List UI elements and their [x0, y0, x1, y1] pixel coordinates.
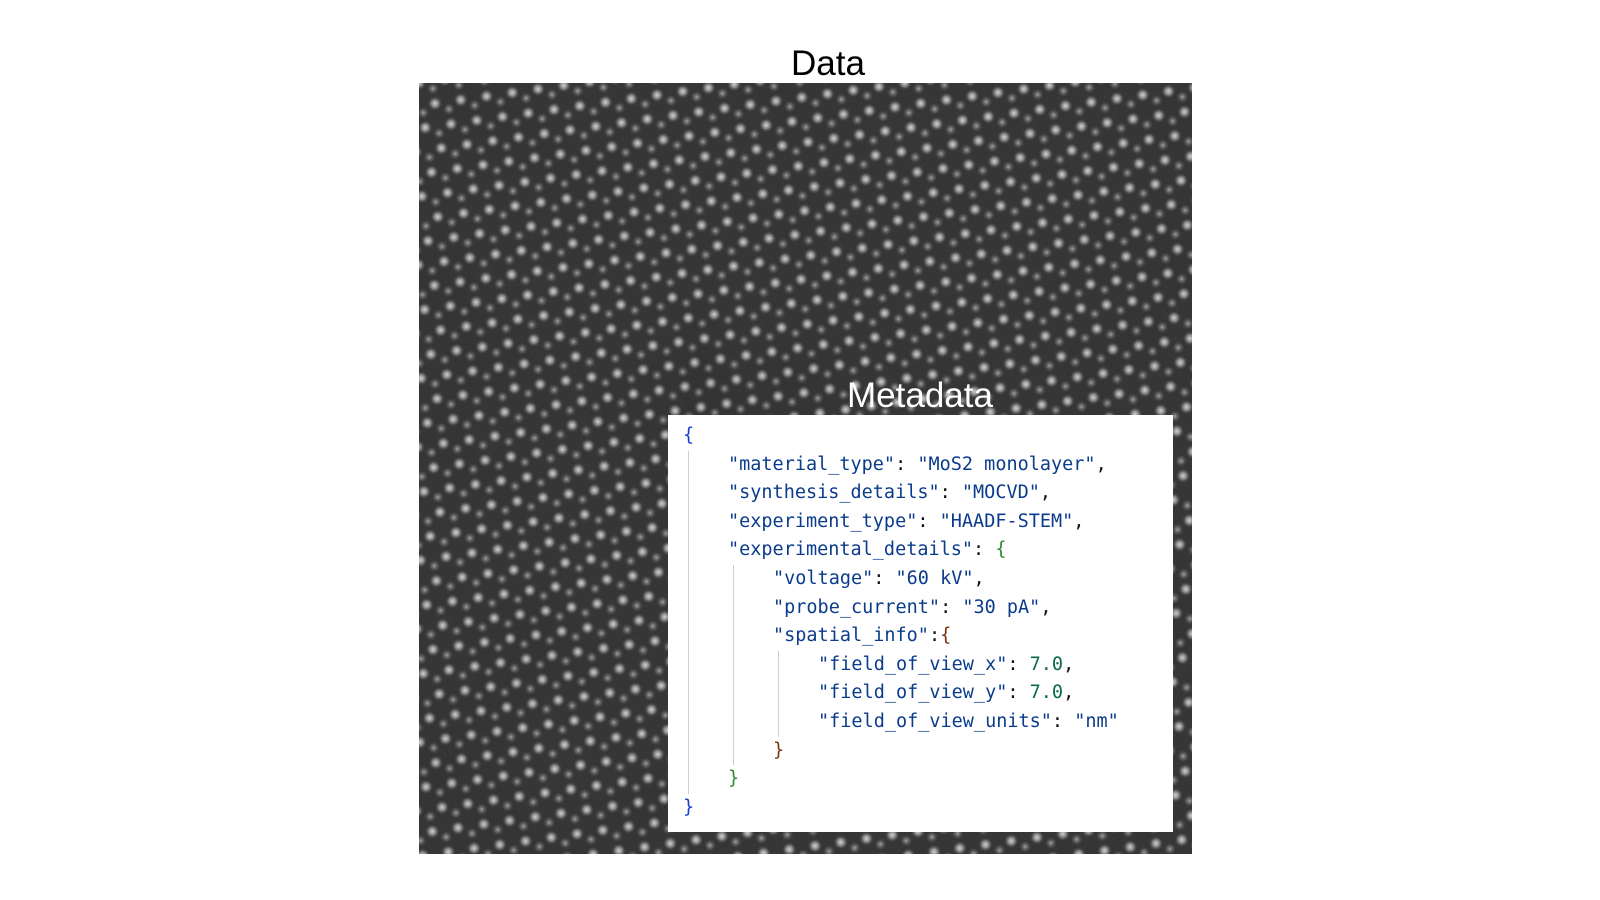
- code-token: :: [939, 482, 962, 504]
- code-token: :: [928, 625, 941, 647]
- code-token: "MOCVD": [961, 482, 1040, 504]
- code-token: }: [683, 796, 695, 818]
- code-token: :: [1007, 653, 1030, 675]
- code-token: "experiment_type": [728, 510, 918, 532]
- indent-guide: [778, 650, 779, 737]
- code-line: "field_of_view_y": 7.0,: [818, 679, 1074, 708]
- code-token: :: [1051, 711, 1075, 732]
- code-token: "field_of_view_y": [818, 682, 1008, 704]
- code-token: }: [728, 768, 740, 790]
- code-token: ,: [1063, 682, 1075, 704]
- code-token: "field_of_view_units": [818, 711, 1052, 732]
- code-line: }: [683, 794, 694, 823]
- code-token: "experimental_details": [728, 539, 974, 561]
- code-token: ,: [1095, 453, 1107, 475]
- code-token: "nm": [1074, 711, 1119, 732]
- data-title: Data: [791, 44, 865, 83]
- code-line: "synthesis_details": "MOCVD",: [728, 479, 1051, 508]
- code-line: "probe_current": "30 pA",: [773, 594, 1051, 623]
- code-token: "HAADF-STEM": [939, 510, 1074, 532]
- code-token: "voltage": [773, 568, 874, 589]
- code-line: "experiment_type": "HAADF-STEM",: [728, 508, 1084, 537]
- code-line: "field_of_view_x": 7.0,: [818, 651, 1074, 680]
- code-token: :: [917, 510, 940, 532]
- metadata-title: Metadata: [847, 376, 993, 415]
- code-token: "synthesis_details": [728, 482, 940, 504]
- code-line: {: [683, 422, 694, 451]
- code-token: "MoS2 monolayer": [917, 453, 1096, 475]
- code-token: :: [940, 596, 963, 618]
- code-token: "probe_current": [773, 596, 941, 618]
- code-token: {: [995, 539, 1007, 561]
- code-token: ,: [1063, 653, 1075, 675]
- code-token: "spatial_info": [773, 625, 929, 647]
- code-token: 7.0: [1029, 682, 1064, 704]
- code-line: "spatial_info":{: [773, 622, 951, 651]
- code-token: :: [973, 539, 996, 561]
- code-token: :: [895, 453, 918, 475]
- code-token: {: [683, 425, 695, 446]
- code-line: "material_type": "MoS2 monolayer",: [728, 451, 1107, 480]
- code-token: ,: [973, 568, 985, 589]
- code-line: }: [773, 737, 784, 766]
- metadata-panel: {"material_type": "MoS2 monolayer", "synt…: [668, 415, 1173, 832]
- code-line: "experimental_details": {: [728, 536, 1006, 565]
- code-token: ,: [1073, 510, 1085, 532]
- code-token: ,: [1040, 596, 1052, 618]
- code-token: "material_type": [728, 453, 896, 475]
- code-token: }: [773, 739, 785, 761]
- code-token: :: [1007, 682, 1030, 704]
- indent-guide: [688, 450, 689, 794]
- code-line: }: [728, 765, 739, 794]
- code-line: "voltage": "60 kV",: [773, 565, 985, 594]
- code-token: {: [940, 625, 952, 647]
- code-token: "30 pA": [962, 596, 1041, 618]
- code-token: 7.0: [1029, 653, 1064, 675]
- code-token: ,: [1039, 482, 1052, 504]
- code-line: "field_of_view_units": "nm": [818, 708, 1119, 737]
- indent-guide: [733, 565, 734, 766]
- code-token: "60 kV": [895, 568, 974, 589]
- code-token: "field_of_view_x": [818, 653, 1008, 675]
- code-token: :: [873, 568, 896, 589]
